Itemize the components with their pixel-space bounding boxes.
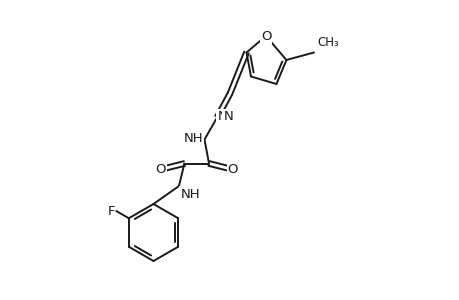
Text: O: O xyxy=(155,163,165,176)
Text: CH₃: CH₃ xyxy=(317,36,339,49)
Text: N: N xyxy=(217,110,227,124)
Text: O: O xyxy=(260,29,271,43)
Text: F: F xyxy=(107,205,115,218)
Text: N: N xyxy=(223,110,233,123)
Text: NH: NH xyxy=(183,132,202,146)
Text: N: N xyxy=(223,110,233,123)
Text: O: O xyxy=(227,163,238,176)
Text: NH: NH xyxy=(180,188,200,200)
